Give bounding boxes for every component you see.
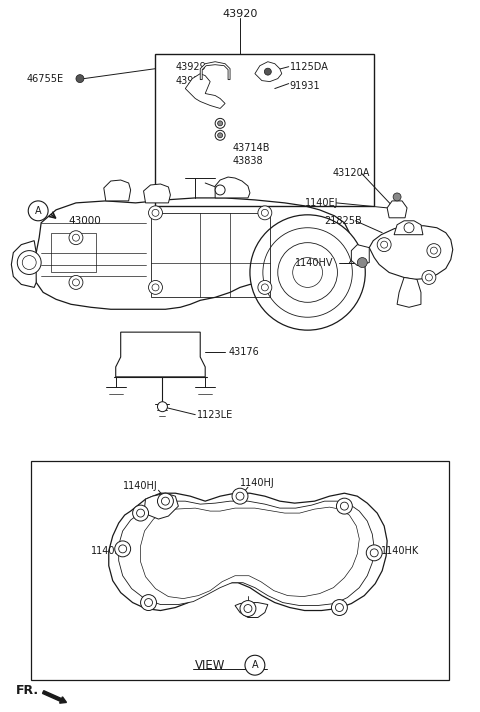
Circle shape (232, 488, 248, 504)
Text: 43000: 43000 (68, 216, 101, 226)
Polygon shape (235, 602, 268, 617)
Circle shape (427, 244, 441, 258)
Circle shape (258, 281, 272, 294)
Polygon shape (144, 493, 179, 519)
Circle shape (28, 201, 48, 221)
Polygon shape (141, 507, 360, 599)
Circle shape (152, 284, 159, 291)
Circle shape (132, 505, 148, 521)
Polygon shape (119, 501, 374, 605)
Text: 43120A: 43120A (333, 168, 370, 178)
Polygon shape (104, 180, 131, 201)
Text: 1140HF: 1140HF (91, 546, 128, 556)
Circle shape (157, 402, 168, 412)
Polygon shape (109, 493, 387, 610)
Text: 1125DA: 1125DA (290, 62, 329, 72)
Circle shape (72, 234, 79, 241)
Text: 21825B: 21825B (324, 216, 362, 226)
FancyArrow shape (43, 691, 67, 703)
Circle shape (76, 75, 84, 83)
Polygon shape (215, 177, 250, 198)
Circle shape (148, 281, 162, 294)
Text: 1140HJ: 1140HJ (123, 481, 158, 491)
Text: 43838: 43838 (233, 156, 264, 166)
Text: VIEW: VIEW (195, 659, 226, 671)
Circle shape (258, 206, 272, 220)
Circle shape (262, 284, 268, 291)
Polygon shape (12, 241, 36, 288)
Circle shape (404, 223, 414, 233)
Text: 46755E: 46755E (26, 73, 63, 83)
Circle shape (215, 118, 225, 128)
Polygon shape (144, 184, 170, 203)
Text: 91931: 91931 (290, 80, 320, 90)
Circle shape (115, 541, 131, 557)
Text: 43929: 43929 (175, 62, 206, 72)
Circle shape (240, 601, 256, 617)
Circle shape (69, 276, 83, 289)
Polygon shape (394, 221, 423, 235)
Circle shape (69, 231, 83, 245)
Polygon shape (397, 278, 421, 308)
Text: 1123LE: 1123LE (197, 409, 233, 419)
Circle shape (250, 215, 365, 330)
Circle shape (357, 258, 367, 268)
Text: 1140EJ: 1140EJ (305, 198, 338, 208)
Circle shape (217, 133, 223, 137)
Circle shape (336, 498, 352, 514)
Bar (156, 54, 374, 206)
Polygon shape (387, 201, 407, 218)
Polygon shape (369, 226, 453, 279)
Circle shape (141, 595, 156, 610)
Polygon shape (200, 62, 230, 80)
Circle shape (264, 68, 271, 75)
Circle shape (72, 279, 79, 286)
Text: A: A (252, 660, 258, 670)
Circle shape (393, 193, 401, 201)
Circle shape (366, 545, 382, 561)
Circle shape (332, 600, 348, 615)
Bar (151, 213, 270, 298)
Circle shape (215, 185, 225, 195)
Circle shape (422, 271, 436, 284)
Polygon shape (116, 332, 205, 377)
Circle shape (148, 206, 162, 220)
Polygon shape (255, 62, 282, 82)
Circle shape (17, 251, 41, 274)
Polygon shape (185, 73, 225, 108)
Text: 43176: 43176 (228, 347, 259, 357)
Text: 43920: 43920 (222, 9, 258, 19)
Circle shape (377, 238, 391, 251)
Circle shape (152, 209, 159, 216)
Bar (31, 461, 449, 680)
Circle shape (262, 209, 268, 216)
Text: 1140HV: 1140HV (295, 258, 333, 268)
Circle shape (217, 121, 223, 126)
Circle shape (157, 493, 173, 509)
Text: 1140HK: 1140HK (381, 546, 420, 556)
Text: A: A (35, 206, 41, 216)
Polygon shape (34, 198, 349, 309)
Polygon shape (351, 245, 369, 266)
Circle shape (245, 655, 265, 675)
Text: 43714B: 43714B (233, 143, 271, 153)
Circle shape (215, 130, 225, 140)
Text: 1140HJ: 1140HJ (240, 478, 275, 488)
Bar (51, 233, 96, 273)
Text: FR.: FR. (16, 684, 39, 696)
Text: 43929: 43929 (175, 75, 206, 85)
